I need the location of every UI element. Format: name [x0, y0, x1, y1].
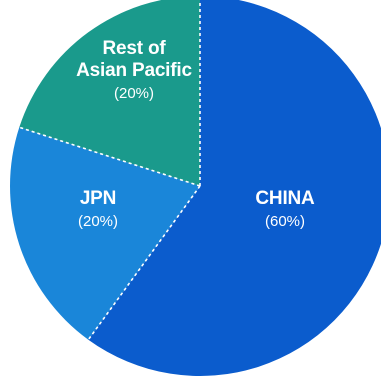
slice-label-rest-of-asian-pacific: Rest of	[103, 38, 167, 59]
slice-percent-rest-of-asian-pacific: (20%)	[114, 85, 154, 102]
pie-slices	[10, 0, 381, 376]
slice-label-china: CHINA	[255, 188, 315, 209]
slice-label-rest-of-asian-pacific: Asian Pacific	[76, 60, 192, 81]
slice-percent-china: (60%)	[265, 213, 305, 230]
slice-percent-jpn: (20%)	[78, 213, 118, 230]
slice-label-jpn: JPN	[80, 188, 116, 209]
